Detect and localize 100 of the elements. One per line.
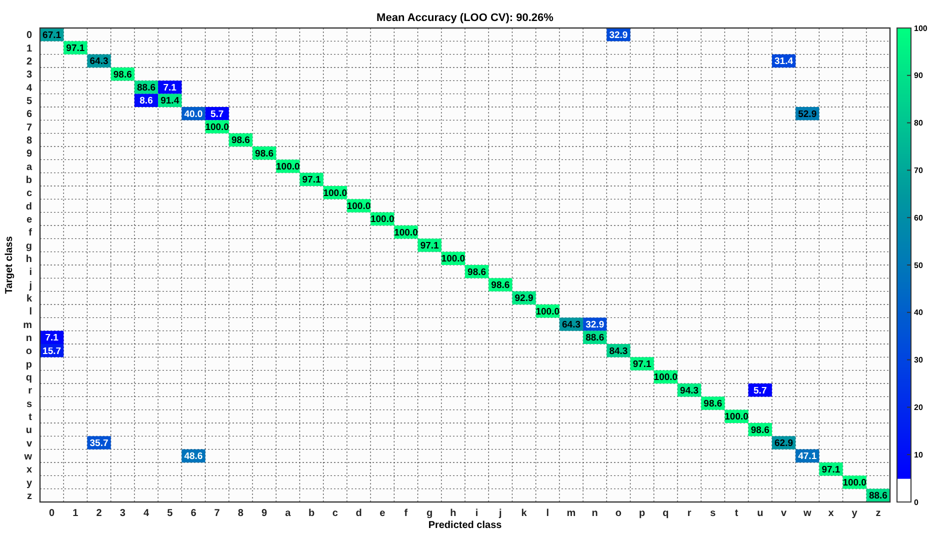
y-tick-label: 5 bbox=[26, 96, 32, 107]
x-tick-label: j bbox=[498, 508, 502, 519]
color-bar-label: 90 bbox=[914, 71, 924, 80]
x-tick-label: o bbox=[615, 508, 622, 519]
data-label: 94.3 bbox=[680, 385, 699, 396]
x-tick-label: b bbox=[308, 508, 315, 519]
x-tick-label: t bbox=[734, 508, 739, 519]
x-tick-label: p bbox=[639, 508, 646, 519]
x-tick-label: f bbox=[404, 508, 408, 519]
data-label: 84.3 bbox=[609, 346, 628, 357]
data-label: 98.6 bbox=[113, 69, 132, 80]
data-label: 97.1 bbox=[632, 359, 652, 370]
data-label: 97.1 bbox=[822, 464, 841, 476]
y-tick-label: m bbox=[23, 320, 32, 331]
y-tick-label: u bbox=[26, 425, 32, 436]
data-label: 48.6 bbox=[184, 451, 203, 462]
y-tick-label: q bbox=[26, 372, 32, 384]
data-label: 98.6 bbox=[704, 398, 722, 410]
data-label: 98.6 bbox=[491, 280, 510, 292]
data-label: 88.6 bbox=[137, 82, 156, 94]
data-label: 52.9 bbox=[798, 108, 817, 120]
data-label: 92.9 bbox=[514, 293, 534, 304]
x-tick-label: h bbox=[450, 508, 456, 519]
y-tick-label: a bbox=[26, 162, 32, 173]
data-label: 98.6 bbox=[255, 148, 274, 160]
data-label: 62.9 bbox=[774, 438, 793, 450]
color-bar-label: 10 bbox=[914, 450, 924, 460]
x-tick-label: 4 bbox=[143, 508, 150, 519]
data-label: 7.1 bbox=[45, 332, 60, 344]
data-label: 100.0 bbox=[724, 412, 748, 423]
x-tick-label: s bbox=[710, 508, 716, 519]
color-bar-label: 0 bbox=[914, 498, 919, 507]
x-tick-label: 5 bbox=[167, 508, 174, 519]
x-tick-label: d bbox=[356, 508, 362, 519]
data-label: 100.0 bbox=[276, 162, 300, 173]
data-label: 88.6 bbox=[586, 332, 604, 344]
y-tick-label: 2 bbox=[26, 56, 32, 68]
data-label: 100.0 bbox=[370, 214, 394, 226]
x-tick-label: e bbox=[380, 508, 386, 519]
color-bar-label: 100 bbox=[914, 24, 928, 33]
y-tick-label: 6 bbox=[26, 109, 32, 120]
x-tick-label: n bbox=[592, 508, 598, 519]
y-tick-label: 0 bbox=[26, 30, 32, 42]
y-tick-label: l bbox=[29, 306, 32, 318]
y-tick-label: y bbox=[26, 478, 32, 489]
x-tick-label: w bbox=[802, 508, 812, 519]
y-tick-label: k bbox=[26, 293, 32, 304]
color-bar-label: 60 bbox=[914, 213, 924, 222]
data-label: 5.7 bbox=[754, 385, 767, 396]
y-axis-title: Target class bbox=[4, 236, 15, 294]
data-label: 35.7 bbox=[90, 438, 108, 450]
y-tick-label: v bbox=[26, 438, 32, 450]
x-tick-label: u bbox=[757, 508, 764, 519]
x-axis-title: Predicted class bbox=[428, 520, 502, 531]
data-label: 64.3 bbox=[90, 56, 108, 68]
y-tick-label: e bbox=[26, 214, 32, 226]
data-label: 32.9 bbox=[609, 30, 628, 41]
x-tick-label: c bbox=[332, 508, 338, 519]
x-tick-label: v bbox=[780, 508, 787, 519]
data-label: 100.0 bbox=[536, 306, 560, 318]
data-label: 98.6 bbox=[750, 424, 770, 436]
y-tick-label: t bbox=[28, 412, 33, 423]
x-tick-label: g bbox=[426, 508, 433, 519]
y-tick-label: p bbox=[26, 359, 32, 370]
x-tick-label: x bbox=[828, 508, 834, 519]
data-label: 91.4 bbox=[160, 96, 180, 107]
data-label: 100.0 bbox=[346, 201, 371, 212]
x-tick-label: z bbox=[876, 508, 881, 519]
x-tick-label: i bbox=[475, 508, 478, 519]
y-tick-label: s bbox=[26, 398, 32, 410]
y-tick-label: c bbox=[26, 188, 32, 200]
y-tick-label: b bbox=[26, 174, 32, 186]
data-label: 5.7 bbox=[210, 108, 224, 120]
color-bar-label: 20 bbox=[914, 403, 924, 412]
color-bar-label: 30 bbox=[914, 356, 924, 365]
x-tick-label: 3 bbox=[120, 508, 126, 519]
x-tick-label: 2 bbox=[96, 508, 102, 519]
data-label: 100.0 bbox=[441, 254, 466, 265]
x-tick-label: r bbox=[687, 508, 692, 519]
x-tick-label: 0 bbox=[49, 508, 56, 519]
y-tick-label: 8 bbox=[26, 135, 32, 146]
data-label: 97.1 bbox=[420, 240, 440, 252]
x-tick-label: 7 bbox=[214, 508, 220, 519]
data-label: 40.0 bbox=[184, 108, 203, 120]
y-tick-label: 4 bbox=[26, 82, 32, 94]
color-bar-label: 80 bbox=[914, 118, 924, 128]
data-label: 100.0 bbox=[842, 478, 866, 489]
data-label: 15.7 bbox=[42, 346, 62, 357]
y-tick-label: 7 bbox=[26, 122, 32, 134]
data-label: 88.6 bbox=[868, 490, 888, 502]
y-tick-label: f bbox=[28, 228, 33, 239]
y-tick-label: j bbox=[28, 280, 32, 292]
data-label: 67.1 bbox=[42, 30, 62, 41]
data-label: 8.6 bbox=[140, 96, 153, 107]
x-tick-label: 9 bbox=[262, 508, 268, 519]
data-label: 47.1 bbox=[798, 451, 818, 462]
x-tick-label: y bbox=[852, 508, 858, 519]
color-bar-label: 40 bbox=[914, 308, 924, 318]
x-tick-label: a bbox=[285, 508, 292, 519]
data-label: 98.6 bbox=[468, 266, 486, 278]
